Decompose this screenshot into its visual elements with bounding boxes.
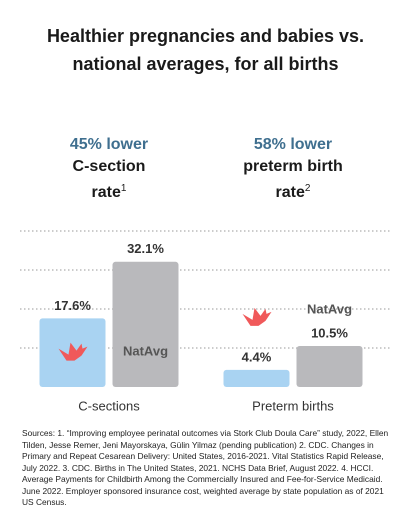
series-label: NatAvg (123, 343, 168, 358)
series-label: NatAvg (307, 301, 352, 316)
footnote-mark: 1 (120, 183, 127, 194)
value-label: 10.5% (311, 325, 348, 340)
sources: Sources: 1. “Improving employee perinata… (22, 428, 389, 507)
x-tick-label: Preterm births (252, 398, 334, 413)
bar (223, 369, 290, 387)
headline: 58% lower (253, 136, 333, 153)
crane-icon (242, 307, 272, 326)
headline-group: 58% lower preterm birth rate2 (223, 134, 363, 204)
x-tick-label: C-sections (78, 398, 140, 413)
chart-title: Healthier pregnancies and babies vs. nat… (46, 26, 365, 74)
chart: C-sections 17.6% 32.1% NatAvg Preterm births… (20, 230, 391, 413)
metric-label: preterm birth rate2 (243, 156, 343, 204)
headline: 45% lower (69, 136, 149, 153)
value-label: 17.6% (54, 298, 91, 313)
crane-icon (58, 342, 88, 361)
metric-text: C-section rate (72, 158, 146, 201)
metric-text: preterm birth rate (243, 158, 343, 201)
crane-shape (242, 307, 272, 326)
value-label: 4.4% (242, 349, 272, 364)
metric-label: C-section rate1 (59, 156, 159, 204)
bar (112, 261, 179, 387)
crane-shape (58, 342, 88, 361)
bar (296, 346, 363, 387)
footnote-mark: 2 (304, 183, 311, 194)
value-label: 32.1% (127, 241, 164, 256)
headline-group: 45% lower C-section rate1 (39, 134, 179, 204)
